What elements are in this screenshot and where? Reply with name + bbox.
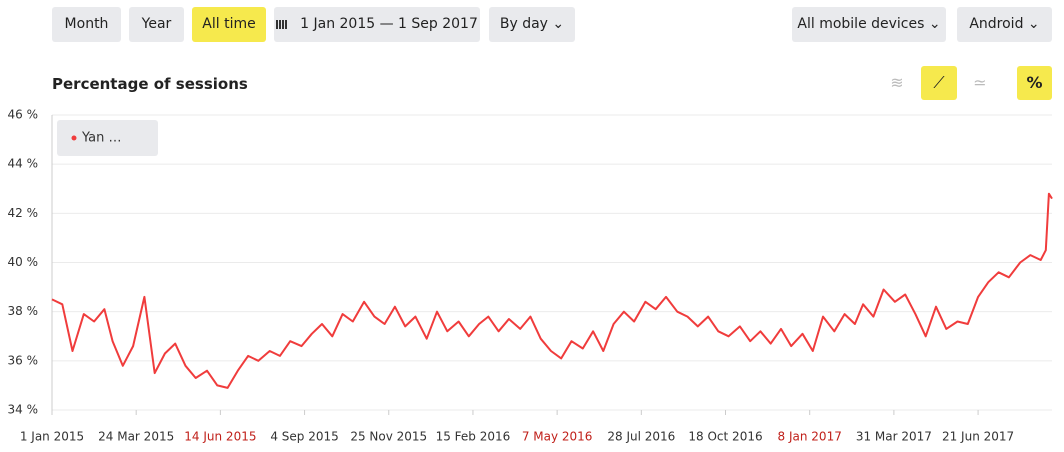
month-button[interactable]: Month (52, 7, 121, 42)
percent-button[interactable]: % (1017, 66, 1052, 100)
device: All mobile devices (797, 16, 925, 32)
x-tick-label: 18 Oct 2016 (688, 430, 762, 444)
grouping: By day (499, 16, 548, 32)
x-tick-label: 8 Jan 2017 (778, 430, 842, 444)
all-time-button[interactable]: All time (192, 7, 266, 42)
y-tick-label: 36 % (8, 353, 39, 367)
chevron: ⌄ (928, 16, 941, 32)
os-filter[interactable]: Android ⌄ (957, 7, 1052, 42)
os: Android (969, 16, 1024, 32)
bar-chart-button[interactable]: ≃ (973, 73, 987, 92)
y-tick-label: 46 % (8, 108, 39, 122)
y-tick-label: 38 % (8, 304, 39, 318)
x-tick-label: 21 Jun 2017 (942, 430, 1014, 444)
x-tick-label: 4 Sep 2015 (270, 430, 338, 444)
legend-label: Yan … (81, 131, 122, 146)
year-button[interactable]: Year (129, 7, 184, 42)
legend-marker (71, 135, 77, 141)
y-tick-label: 44 % (8, 157, 39, 171)
line-chart-button[interactable]: ⟋ (921, 66, 957, 100)
chevron: ⌄ (1027, 16, 1040, 32)
y-tick-label: 34 % (8, 403, 39, 417)
x-tick-label: 25 Nov 2015 (350, 430, 427, 444)
series-line (51, 192, 1053, 389)
legend-box (57, 120, 158, 156)
date-range: 1 Jan 2015 — 1 Sep 2017 (300, 16, 478, 32)
device-filter[interactable]: All mobile devices ⌄ (792, 7, 946, 42)
x-tick-label: 24 Mar 2015 (98, 430, 174, 444)
y-tick-label: 40 % (8, 255, 39, 269)
x-tick-label: 14 Jun 2015 (184, 430, 256, 444)
x-tick-label: 1 Jan 2015 (20, 430, 84, 444)
area-chart-button[interactable]: ≋ (890, 73, 904, 92)
y-tick-label: 42 % (8, 206, 39, 220)
chart-title: Percentage of sessions (52, 75, 248, 93)
x-tick-label: 7 May 2016 (522, 430, 593, 444)
chevron: ⌄ (552, 16, 565, 32)
x-tick-label: 28 Jul 2016 (607, 430, 675, 444)
x-tick-label: 31 Mar 2017 (856, 430, 932, 444)
date-range-button[interactable]: 1 Jan 2015 — 1 Sep 2017 (274, 7, 480, 42)
x-tick-label: 15 Feb 2016 (436, 430, 511, 444)
calendar-icon (276, 19, 289, 29)
grouping-button[interactable]: By day ⌄ (489, 7, 575, 42)
